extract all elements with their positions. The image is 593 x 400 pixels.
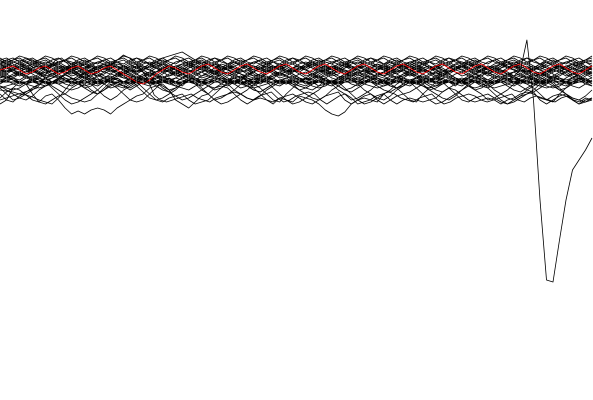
series-line-37 [0,65,593,73]
series-line-39 [0,71,593,79]
series-line-43 [0,39,593,283]
series-line-33 [0,75,593,83]
series-line-40 [0,61,593,69]
series-line-38 [0,57,593,65]
highlighted-series-line [0,63,593,85]
series-line-22 [0,59,593,71]
series-line-34 [0,57,593,65]
series-line-13 [0,75,593,101]
series-line-6 [0,77,593,101]
series-layer [0,39,593,283]
series-line-30 [0,55,593,63]
series-line-11 [0,57,593,95]
series-line-7 [0,73,593,105]
series-line-32 [0,63,593,71]
